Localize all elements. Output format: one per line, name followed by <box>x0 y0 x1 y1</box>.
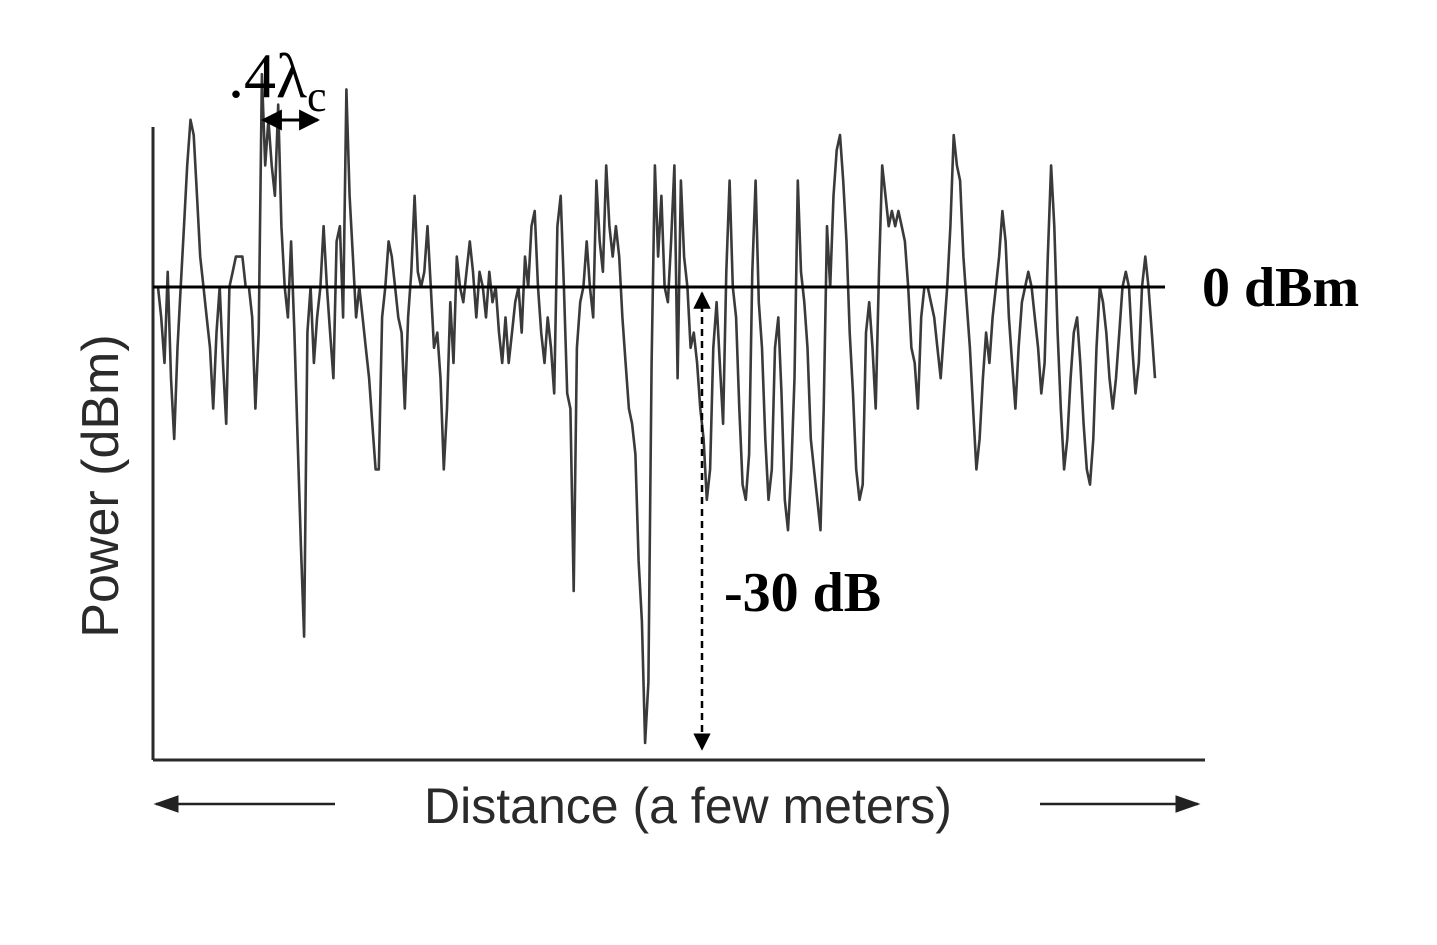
x-axis-label: Distance (a few meters) <box>424 778 952 834</box>
y-axis-label: Power (dBm) <box>72 334 130 637</box>
reference-label: 0 dBm <box>1202 257 1359 319</box>
fade-depth-label: -30 dB <box>724 562 881 624</box>
wavelength-label-main: .4λ <box>228 40 307 111</box>
wavelength-label-sub: c <box>307 72 327 121</box>
wavelength-label: .4λc <box>228 40 327 121</box>
power-trace <box>156 72 1157 745</box>
